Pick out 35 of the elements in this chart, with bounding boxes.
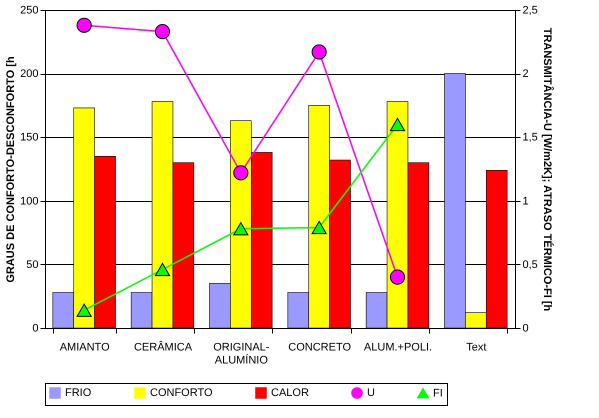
y-tick-label: 50 [26,258,38,271]
y2-tick-label: 0 [522,322,529,334]
x-tick-label: ORIGINAL- ALUMÍNIO [213,342,270,366]
y-tick-label: 150 [20,132,38,144]
point [154,24,170,40]
y2-tick-label: 0,5 [522,258,538,271]
y-tick-label: 200 [20,68,38,80]
point [312,44,327,60]
x-tick-label: AMIANTO [60,342,110,354]
point [233,165,248,180]
y-tick-label: 100 [20,195,38,208]
y-axis-title: GRAUS DE CONFORTO-DESCONFORTO [h [5,56,18,283]
legend-label: FRIO [65,387,92,399]
point [233,222,248,236]
point [390,270,406,285]
point [390,118,406,132]
point [154,262,170,276]
y2-tick-label: 2 [522,68,529,80]
x-tick-label: CONCRETO [288,342,352,354]
x-tick-label: ALUM.+POLI. [364,342,432,354]
point [76,304,92,317]
legend-label: U [367,387,375,399]
legend-label: CALOR [271,387,309,399]
y2-tick-label: 1,5 [522,132,538,144]
legend-label: FI [433,387,443,400]
y2-tick-label: 1 [522,195,529,208]
legend-label: CONFORTO [150,387,213,399]
x-tick-label: Text [466,342,486,354]
y-tick-label: 0 [32,322,38,334]
y2-axis-title: TRANSMITÂNCIA-U [W/m2K]; ATRASO TÉRMICO-FI [h [540,28,554,312]
point [312,220,327,234]
x-tick-label: CERÂMICA [134,340,193,354]
y-tick-label: 250 [20,4,38,16]
point [76,18,92,33]
y2-tick-label: 2,5 [522,4,538,16]
